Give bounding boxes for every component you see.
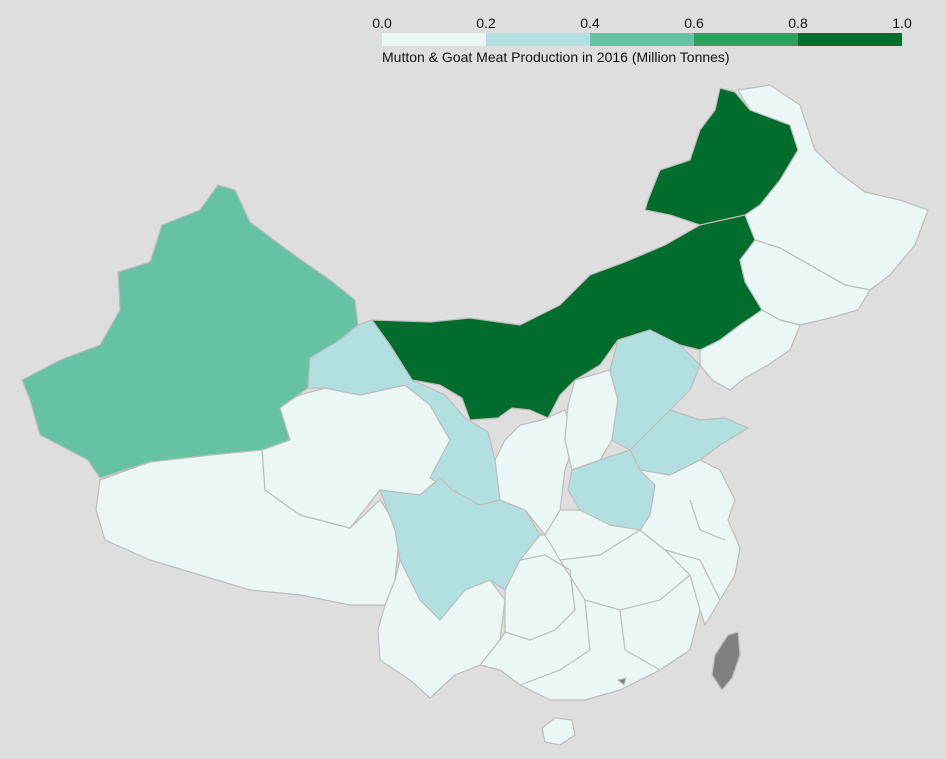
legend-swatch xyxy=(798,33,902,46)
region-xinjiang[interactable] xyxy=(21,184,359,479)
legend-tick-label: 0.2 xyxy=(476,15,496,31)
legend-swatch xyxy=(694,33,798,46)
region-hainan[interactable] xyxy=(541,717,576,746)
province-border xyxy=(664,549,721,601)
region-south-central[interactable] xyxy=(479,509,701,701)
legend-swatch xyxy=(486,33,590,46)
legend-tick-label: 0.0 xyxy=(372,15,392,31)
legend-title: Mutton & Goat Meat Production in 2016 (M… xyxy=(382,49,730,65)
legend-tick-label: 1.0 xyxy=(892,15,912,31)
legend-swatch xyxy=(590,33,694,46)
province-border xyxy=(519,599,591,686)
region-liaoning[interactable] xyxy=(699,309,801,391)
province-border xyxy=(544,529,641,561)
legend-tick-label: 0.6 xyxy=(684,15,704,31)
province-border xyxy=(619,609,661,671)
legend-tick-label: 0.4 xyxy=(580,15,600,31)
province-border xyxy=(689,499,726,541)
region-taiwan[interactable] xyxy=(711,631,741,691)
region-hong-kong[interactable] xyxy=(617,677,627,686)
legend-tick-label: 0.8 xyxy=(788,15,808,31)
legend-color-bar xyxy=(382,33,902,46)
region-shanxi[interactable] xyxy=(564,369,619,471)
legend-swatch xyxy=(382,33,486,46)
color-legend: 0.0 0.2 0.4 0.6 0.8 1.0 Mutton & Goat Me… xyxy=(368,14,912,74)
region-yunnan[interactable] xyxy=(377,559,506,699)
